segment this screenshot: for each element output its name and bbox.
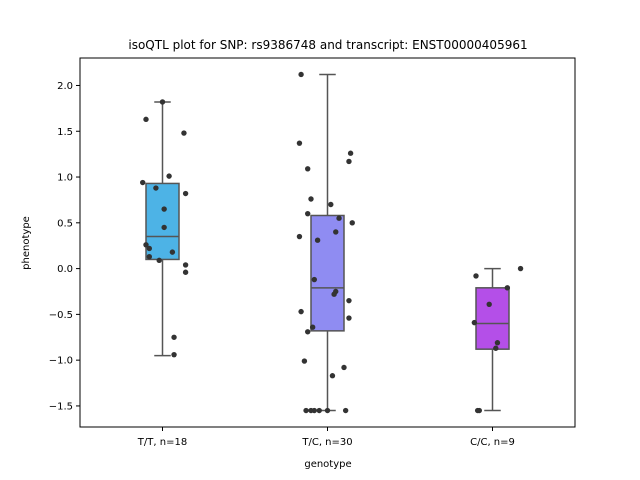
iqr-box	[145, 182, 180, 261]
data-point	[342, 407, 349, 414]
data-point	[471, 319, 478, 326]
data-point	[308, 407, 314, 414]
data-point	[182, 269, 189, 275]
data-point	[303, 407, 309, 414]
data-point	[517, 265, 524, 272]
data-point	[140, 179, 146, 186]
data-point	[161, 224, 167, 231]
data-point	[341, 364, 347, 371]
data-point	[171, 334, 177, 340]
plot-area	[140, 71, 524, 414]
data-point	[298, 308, 304, 315]
data-point	[324, 407, 331, 414]
data-point	[296, 140, 303, 146]
data-point	[331, 291, 337, 297]
y-tick-label: −1.5	[49, 401, 73, 412]
data-point	[316, 407, 322, 414]
x-tick-label: T/C, n=30	[301, 437, 352, 448]
data-point	[493, 345, 499, 351]
box-group	[145, 101, 180, 357]
data-point	[182, 262, 189, 268]
data-point	[182, 190, 189, 197]
chart-title: isoQTL plot for SNP: rs9386748 and trans…	[128, 38, 527, 52]
y-tick-label: 2.0	[57, 81, 73, 92]
data-point	[476, 407, 482, 414]
data-point	[146, 245, 152, 252]
x-tick-label: C/C, n=9	[470, 437, 515, 448]
data-point	[305, 210, 311, 217]
y-tick-label: −0.5	[49, 310, 73, 321]
x-axis-label: genotype	[304, 459, 351, 470]
data-point	[171, 351, 177, 358]
data-point	[296, 233, 303, 240]
data-point	[161, 206, 167, 212]
data-point	[346, 158, 352, 165]
box-group	[475, 267, 510, 412]
data-point	[301, 358, 308, 364]
data-point	[346, 297, 352, 304]
y-tick-label: 1.0	[57, 173, 73, 184]
data-point	[305, 329, 311, 335]
iqr-box	[310, 214, 345, 332]
axes: −1.5 −1.0 −0.5 0.0 0.5 1.0 1.5 2.0 T/T, n=18 T/C,…	[49, 81, 515, 448]
data-point	[308, 196, 314, 202]
data-point	[309, 324, 316, 330]
data-point	[347, 150, 354, 156]
y-tick-label: 0.0	[57, 264, 73, 275]
data-point	[329, 373, 336, 379]
data-point	[349, 220, 355, 226]
data-point	[298, 71, 304, 78]
y-tick-label: 1.5	[57, 127, 73, 138]
data-point	[143, 242, 149, 248]
data-point	[504, 285, 511, 291]
data-point	[169, 249, 176, 255]
data-point	[486, 301, 492, 308]
y-axis-label: phenotype	[21, 216, 32, 270]
y-tick-label: −1.0	[49, 356, 73, 367]
data-point	[473, 273, 479, 279]
data-point	[346, 315, 352, 321]
data-point	[153, 185, 159, 191]
data-point	[181, 130, 187, 136]
y-tick-label: 0.5	[57, 218, 73, 229]
data-point	[156, 257, 162, 264]
data-point	[311, 276, 317, 283]
data-point	[143, 116, 149, 123]
data-point	[328, 201, 334, 208]
data-point	[336, 215, 342, 221]
iqr-box	[475, 287, 510, 350]
data-point	[166, 173, 172, 179]
data-point	[494, 340, 501, 346]
strip-points	[140, 71, 524, 414]
data-point	[305, 166, 311, 172]
data-point	[314, 237, 321, 243]
data-point	[333, 229, 339, 235]
x-tick-label: T/T, n=18	[137, 437, 187, 448]
data-point	[159, 99, 166, 105]
box-group	[310, 73, 345, 412]
data-point	[146, 253, 152, 260]
